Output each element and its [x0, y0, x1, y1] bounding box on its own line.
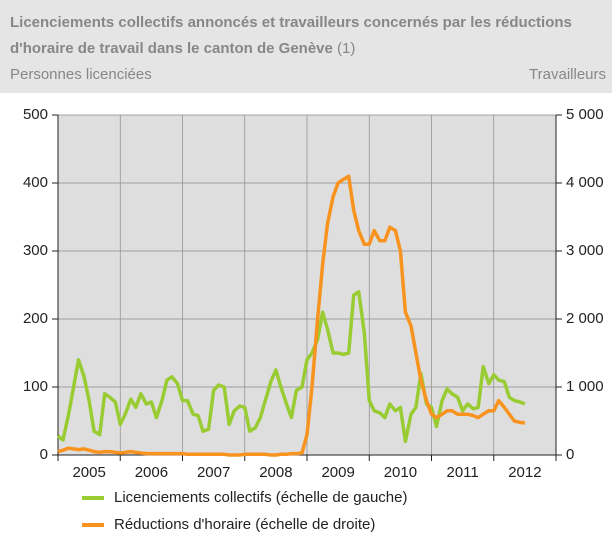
- y2-tick-label: 3 000: [566, 242, 604, 259]
- y-tick-label: 200: [23, 310, 48, 327]
- header-band: [0, 0, 612, 93]
- y-tick-label: 400: [23, 174, 48, 191]
- y-tick-label: 300: [23, 242, 48, 259]
- series-line: [56, 290, 526, 444]
- x-tick-label: 2006: [135, 464, 168, 481]
- y2-tick-label: 0: [566, 446, 574, 463]
- x-tick-label: 2007: [197, 464, 230, 481]
- y2-tick-label: 2 000: [566, 310, 604, 327]
- series-line: [57, 174, 526, 457]
- title-note: (1): [337, 40, 356, 57]
- y2-tick-label: 4 000: [566, 174, 604, 191]
- legend-label: Réductions d'horaire (échelle de droite): [114, 516, 375, 533]
- legend-label: Licenciements collectifs (échelle de gau…: [114, 489, 408, 506]
- title-text: Licenciements collectifs annoncés et tra…: [10, 14, 572, 57]
- y2-tick-label: 5 000: [566, 106, 604, 123]
- x-tick-label: 2005: [72, 464, 105, 481]
- y2-axis-label: Travailleurs: [529, 66, 606, 83]
- x-tick-label: 2012: [508, 464, 541, 481]
- y-axis-label: Personnes licenciées: [10, 66, 152, 83]
- y-tick-label: 0: [40, 446, 48, 463]
- y2-tick-label: 1 000: [566, 378, 604, 395]
- chart-title: Licenciements collectifs annoncés et tra…: [10, 10, 605, 62]
- y-tick-label: 500: [23, 106, 48, 123]
- x-tick-label: 2009: [321, 464, 354, 481]
- x-tick-label: 2008: [259, 464, 292, 481]
- x-tick-label: 2011: [446, 464, 478, 481]
- y-tick-label: 100: [23, 378, 48, 395]
- x-tick-label: 2010: [384, 464, 417, 481]
